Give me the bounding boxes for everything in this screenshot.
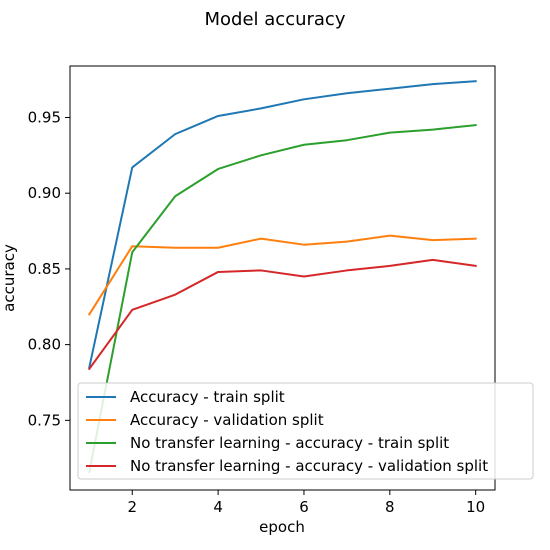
- legend: Accuracy - train split Accuracy - validat…: [77, 382, 534, 480]
- y-tick-label: 0.90: [28, 184, 61, 202]
- x-tick-label: 6: [299, 498, 309, 516]
- x-tick-label: 8: [385, 498, 395, 516]
- x-tick-label: 2: [127, 498, 137, 516]
- y-tick-label: 0.80: [28, 336, 61, 354]
- axes-frame: [69, 65, 496, 491]
- series-line-2: [87, 234, 477, 316]
- y-tick-label: 0.75: [28, 411, 61, 429]
- plot-area: [87, 80, 477, 474]
- series-line-4: [87, 258, 477, 371]
- legend-box: [77, 382, 534, 480]
- series-line-1: [88, 80, 477, 369]
- series-line-3: [88, 123, 477, 474]
- y-tick-label: 0.85: [28, 260, 61, 278]
- chart-title: Model accuracy: [205, 9, 346, 30]
- y-axis-label: accuracy: [0, 244, 18, 312]
- y-axis-ticks: 0.75 0.80 0.85 0.90 0.95: [28, 108, 70, 429]
- legend-entry-1: Accuracy - train split: [130, 388, 285, 406]
- legend-entry-3: No transfer learning - accuracy - train …: [130, 434, 449, 452]
- x-tick-label: 4: [213, 498, 223, 516]
- x-tick-label: 10: [466, 498, 485, 516]
- x-axis-ticks: 2 4 6 8 10: [127, 490, 485, 516]
- y-tick-label: 0.95: [28, 108, 61, 126]
- legend-entry-4: No transfer learning - accuracy - valida…: [130, 457, 488, 475]
- legend-entry-2: Accuracy - validation split: [130, 411, 324, 429]
- x-axis-label: epoch: [259, 518, 305, 536]
